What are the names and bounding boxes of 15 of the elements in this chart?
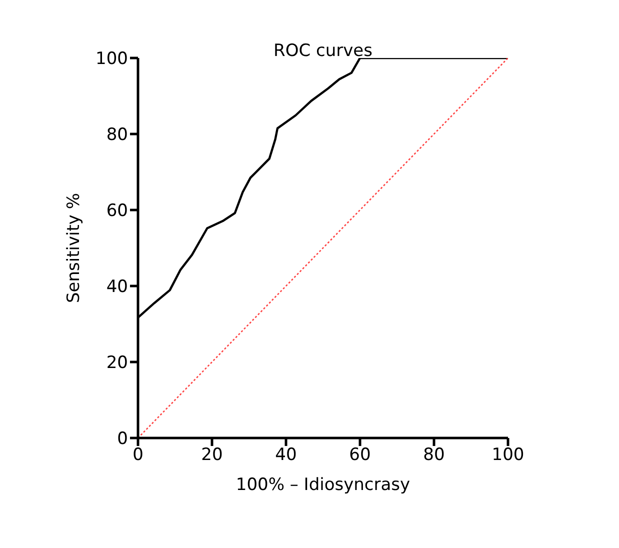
y-tick-label: 100 [96,49,128,70]
y-tick-label: 80 [106,125,128,146]
x-tick-label: 0 [132,445,144,466]
y-tick-label: 20 [106,353,128,374]
x-tick-label: 80 [423,445,445,466]
x-tick-label: 20 [201,445,223,466]
chart-title: ROC curves [274,41,373,61]
y-tick-label: 60 [106,201,128,222]
x-axis-title: 100% – Idiosyncrasy [236,475,410,495]
y-tick-label: 0 [117,429,128,450]
x-tick-label: 60 [349,445,371,466]
x-tick-label: 100 [492,445,524,466]
y-tick-label: 40 [106,277,128,298]
y-axis-title: Sensitivity % [64,192,84,304]
x-tick-label: 40 [275,445,297,466]
